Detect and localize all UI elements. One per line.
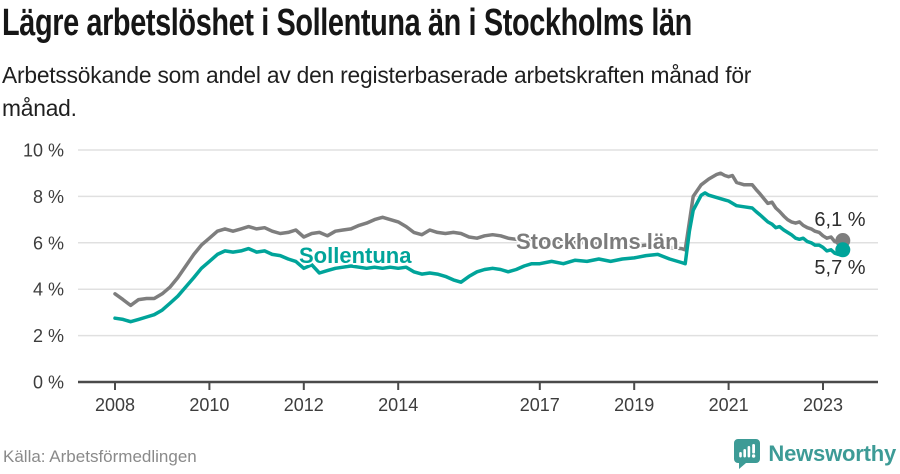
subtitle-line-2: månad. <box>2 95 77 121</box>
series-line-stockholms-l-n <box>113 171 845 308</box>
x-tick-label: 2008 <box>95 395 135 415</box>
newsworthy-logo-icon <box>734 439 761 469</box>
newsworthy-brand: Newsworthy <box>734 439 896 469</box>
source-note: Källa: Arbetsförmedlingen <box>3 447 197 466</box>
x-tick-label: 2021 <box>709 395 749 415</box>
newsworthy-logo-text: Newsworthy <box>768 441 896 466</box>
x-tick-label: 2010 <box>189 395 229 415</box>
y-tick-label: 4 % <box>33 280 64 300</box>
y-tick-label: 10 % <box>23 141 64 161</box>
end-value-sollentuna: 5,7 % <box>814 257 866 279</box>
series-label-stockholms-lan: Stockholms län <box>516 229 679 254</box>
subtitle-line-1: Arbetssökande som andel av den registerb… <box>2 62 752 88</box>
x-tick-label: 2012 <box>284 395 324 415</box>
y-tick-label: 8 % <box>33 187 64 207</box>
page-title: Lägre arbetslöshet i Sollentuna än i Sto… <box>2 2 692 44</box>
x-tick-label: 2017 <box>520 395 560 415</box>
x-tick-label: 2014 <box>378 395 418 415</box>
series-label-sollentuna: Sollentuna <box>299 243 412 268</box>
end-dot-sollentuna <box>835 242 851 258</box>
y-tick-label: 6 % <box>33 233 64 253</box>
y-tick-label: 0 % <box>33 373 64 393</box>
end-value-stockholms-lan: 6,1 % <box>814 209 866 231</box>
y-tick-label: 2 % <box>33 326 64 346</box>
x-tick-label: 2023 <box>803 395 843 415</box>
series-line-sollentuna <box>113 191 845 324</box>
chart-subtitle: Arbetssökande som andel av den registerb… <box>2 59 751 125</box>
x-tick-label: 2019 <box>614 395 654 415</box>
